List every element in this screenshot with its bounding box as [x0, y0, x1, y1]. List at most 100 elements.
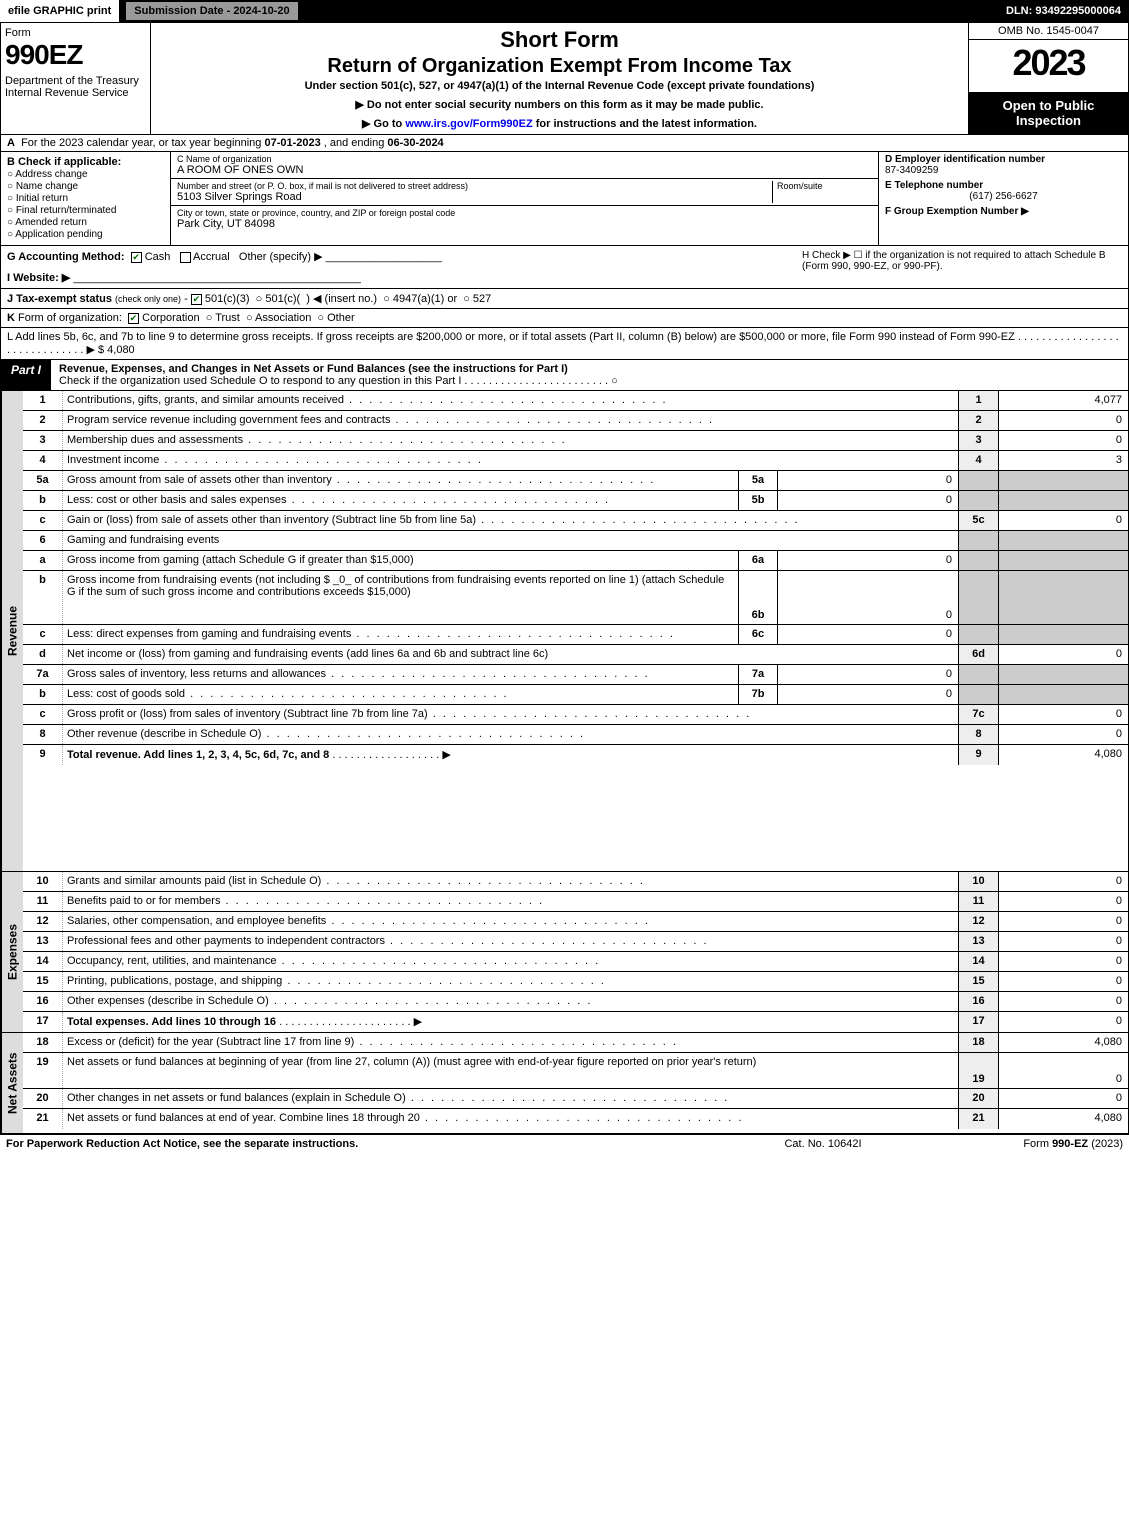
dept-label: Department of the Treasury Internal Reve… — [5, 75, 146, 99]
line-20: 20Other changes in net assets or fund ba… — [23, 1089, 1128, 1109]
val-11: 0 — [998, 892, 1128, 911]
part1-title: Revenue, Expenses, and Changes in Net As… — [51, 360, 1128, 390]
line-8: 8Other revenue (describe in Schedule O)8… — [23, 725, 1128, 745]
ein: 87-3409259 — [885, 165, 1122, 176]
goto-note: ▶ Go to www.irs.gov/Form990EZ for instru… — [159, 117, 960, 130]
line-5a: 5aGross amount from sale of assets other… — [23, 471, 1128, 491]
line-6c: cLess: direct expenses from gaming and f… — [23, 625, 1128, 645]
line-6d: dNet income or (loss) from gaming and fu… — [23, 645, 1128, 665]
tax-year: 2023 — [969, 40, 1128, 86]
city: Park City, UT 84098 — [177, 218, 872, 230]
d-label: D Employer identification number — [885, 154, 1122, 165]
line-7b: bLess: cost of goods sold7b0 — [23, 685, 1128, 705]
val-5b: 0 — [778, 491, 958, 510]
line-2: 2Program service revenue including gover… — [23, 411, 1128, 431]
line-5b: bLess: cost or other basis and sales exp… — [23, 491, 1128, 511]
sidetab-revenue: Revenue — [1, 391, 23, 871]
line-6: 6Gaming and fundraising events — [23, 531, 1128, 551]
part1-tab: Part I — [1, 360, 51, 390]
c-city-row: City or town, state or province, country… — [171, 206, 878, 232]
row-g-h: G Accounting Method: Cash Accrual Other … — [0, 246, 1129, 289]
subtitle: Under section 501(c), 527, or 4947(a)(1)… — [159, 80, 960, 92]
val-5c: 0 — [998, 511, 1128, 530]
g-other: Other (specify) ▶ — [239, 251, 323, 263]
val-12: 0 — [998, 912, 1128, 931]
line-13: 13Professional fees and other payments t… — [23, 932, 1128, 952]
part1-check: Check if the organization used Schedule … — [59, 375, 618, 387]
f-label: F Group Exemption Number ▶ — [885, 206, 1122, 217]
line-15: 15Printing, publications, postage, and s… — [23, 972, 1128, 992]
chk-application-pending[interactable]: Application pending — [7, 229, 164, 240]
val-19: 0 — [998, 1053, 1128, 1088]
i-label: I Website: ▶ — [7, 272, 70, 284]
efile-print-label: efile GRAPHIC print — [0, 0, 121, 22]
e-row: E Telephone number (617) 256-6627 — [879, 178, 1128, 204]
val-6b: 0 — [778, 571, 958, 624]
g-label: G Accounting Method: — [7, 251, 125, 263]
line-18: 18Excess or (deficit) for the year (Subt… — [23, 1033, 1128, 1053]
val-5a: 0 — [778, 471, 958, 490]
chk-final-return[interactable]: Final return/terminated — [7, 205, 164, 216]
line-9: 9Total revenue. Add lines 1, 2, 3, 4, 5c… — [23, 745, 1128, 765]
line-5c: cGain or (loss) from sale of assets othe… — [23, 511, 1128, 531]
header-left: Form 990EZ Department of the Treasury In… — [1, 23, 151, 134]
val-15: 0 — [998, 972, 1128, 991]
chk-address-change[interactable]: Address change — [7, 169, 164, 180]
col-def: D Employer identification number 87-3409… — [878, 152, 1128, 245]
c-city-label: City or town, state or province, country… — [177, 208, 872, 218]
footer-left: For Paperwork Reduction Act Notice, see … — [6, 1138, 723, 1150]
line-6a: aGross income from gaming (attach Schedu… — [23, 551, 1128, 571]
chk-accrual[interactable] — [180, 252, 191, 263]
val-9: 4,080 — [998, 745, 1128, 765]
line-6b: bGross income from fundraising events (n… — [23, 571, 1128, 625]
tax-begin: 07-01-2023 — [264, 137, 320, 149]
line-4: 4Investment income43 — [23, 451, 1128, 471]
d-row: D Employer identification number 87-3409… — [879, 152, 1128, 178]
c-name-row: C Name of organization A ROOM OF ONES OW… — [171, 152, 878, 179]
line-17: 17Total expenses. Add lines 10 through 1… — [23, 1012, 1128, 1032]
h-box: H Check ▶ ☐ if the organization is not r… — [802, 250, 1122, 284]
col-c: C Name of organization A ROOM OF ONES OW… — [171, 152, 878, 245]
omb-no: OMB No. 1545-0047 — [969, 23, 1128, 40]
chk-corp[interactable] — [128, 313, 139, 324]
val-14: 0 — [998, 952, 1128, 971]
short-form-title: Short Form — [159, 27, 960, 53]
form-number: 990EZ — [5, 39, 146, 71]
val-3: 0 — [998, 431, 1128, 450]
val-16: 0 — [998, 992, 1128, 1011]
val-2: 0 — [998, 411, 1128, 430]
line-12: 12Salaries, other compensation, and empl… — [23, 912, 1128, 932]
row-k: K Form of organization: Corporation ○ Tr… — [0, 309, 1129, 328]
val-4: 3 — [998, 451, 1128, 470]
b-head: B Check if applicable: — [7, 156, 164, 168]
line-16: 16Other expenses (describe in Schedule O… — [23, 992, 1128, 1012]
row-l: L Add lines 5b, 6c, and 7b to line 9 to … — [0, 328, 1129, 360]
footer-mid: Cat. No. 10642I — [723, 1138, 923, 1150]
f-row: F Group Exemption Number ▶ — [879, 204, 1128, 219]
line-7a: 7aGross sales of inventory, less returns… — [23, 665, 1128, 685]
chk-name-change[interactable]: Name change — [7, 181, 164, 192]
val-18: 4,080 — [998, 1033, 1128, 1052]
chk-amended-return[interactable]: Amended return — [7, 217, 164, 228]
irs-link[interactable]: www.irs.gov/Form990EZ — [405, 118, 532, 130]
submission-date: Submission Date - 2024-10-20 — [125, 1, 298, 21]
chk-initial-return[interactable]: Initial return — [7, 193, 164, 204]
open-inspection: Open to Public Inspection — [969, 92, 1128, 134]
chk-cash[interactable] — [131, 252, 142, 263]
val-7a: 0 — [778, 665, 958, 684]
part1-header: Part I Revenue, Expenses, and Changes in… — [0, 360, 1129, 391]
form-word: Form — [5, 27, 146, 39]
val-1: 4,077 — [998, 391, 1128, 410]
c-name-label: C Name of organization — [177, 154, 872, 164]
chk-501c3[interactable] — [191, 294, 202, 305]
ssn-note: ▶ Do not enter social security numbers o… — [159, 98, 960, 111]
street: 5103 Silver Springs Road — [177, 191, 772, 203]
val-6a: 0 — [778, 551, 958, 570]
room-label: Room/suite — [777, 181, 872, 191]
val-8: 0 — [998, 725, 1128, 744]
phone: (617) 256-6627 — [885, 191, 1122, 202]
col-b: B Check if applicable: Address change Na… — [1, 152, 171, 245]
topbar: efile GRAPHIC print Submission Date - 20… — [0, 0, 1129, 22]
g-left: G Accounting Method: Cash Accrual Other … — [7, 250, 802, 284]
c-street-row: Number and street (or P. O. box, if mail… — [171, 179, 878, 206]
